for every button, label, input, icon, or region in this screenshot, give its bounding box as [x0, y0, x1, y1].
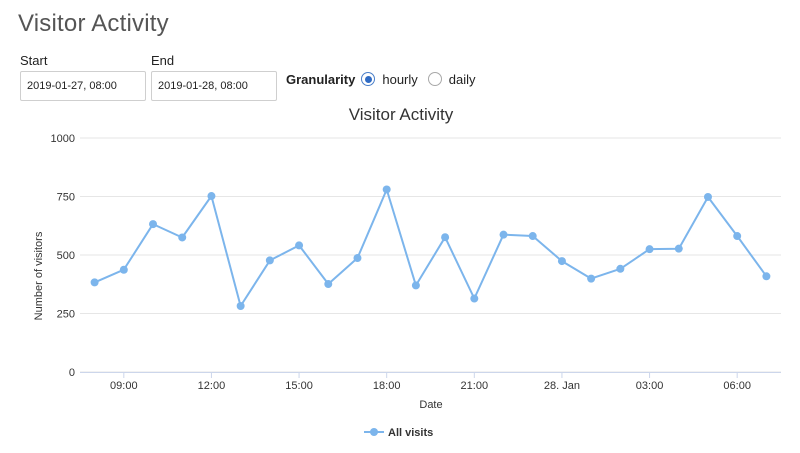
x-tick-label: 21:00: [461, 380, 489, 392]
data-point[interactable]: [528, 232, 537, 241]
data-point[interactable]: [499, 230, 508, 239]
data-point[interactable]: [265, 256, 274, 265]
data-point[interactable]: [411, 281, 420, 290]
data-point[interactable]: [762, 272, 771, 281]
y-axis: 0 250 500 750 1000: [51, 133, 75, 379]
chart-title: Visitor Activity: [349, 105, 454, 124]
x-tick-label: 06:00: [723, 380, 751, 392]
grid-lines: [80, 137, 781, 373]
page-title: Visitor Activity: [18, 10, 169, 37]
x-tick-label: 18:00: [373, 380, 401, 392]
x-tick-label: 28. Jan: [544, 380, 580, 392]
start-input[interactable]: [20, 71, 146, 101]
data-point[interactable]: [733, 232, 742, 241]
x-tick-label: 15:00: [285, 380, 313, 392]
data-point[interactable]: [382, 185, 391, 194]
x-tick-label: 03:00: [636, 380, 664, 392]
hourly-radio-label[interactable]: hourly: [382, 71, 418, 87]
start-label: Start: [20, 53, 48, 68]
data-point[interactable]: [616, 264, 625, 273]
data-point[interactable]: [470, 294, 479, 303]
data-point[interactable]: [645, 245, 654, 254]
legend-marker: [370, 428, 378, 436]
data-point[interactable]: [295, 241, 304, 250]
y-tick-label: 250: [57, 309, 75, 321]
daily-radio[interactable]: [427, 72, 442, 86]
end-input[interactable]: [151, 71, 277, 101]
data-point[interactable]: [236, 302, 245, 311]
x-tick-label: 12:00: [198, 380, 226, 392]
data-point[interactable]: [703, 192, 712, 201]
y-tick-label: 750: [57, 192, 75, 204]
data-point[interactable]: [674, 244, 683, 253]
series-line: [94, 188, 768, 307]
chart-svg: Visitor Activity 0 250 500 750 1000 09:00 12:…: [33, 105, 781, 439]
data-point[interactable]: [324, 280, 333, 289]
data-point[interactable]: [149, 220, 158, 229]
y-tick-label: 500: [57, 250, 75, 262]
y-tick-label: 0: [69, 367, 75, 379]
series-all-visits: [90, 185, 771, 311]
data-point[interactable]: [353, 254, 362, 263]
data-point[interactable]: [557, 257, 566, 266]
start-field-group: Start: [20, 54, 146, 101]
y-axis-title: Number of visitors: [33, 231, 45, 320]
data-point[interactable]: [441, 233, 450, 242]
end-label: End: [151, 53, 175, 68]
visitor-chart: Visitor Activity 0 250 500 750 1000 09:00 12:…: [0, 96, 800, 453]
data-point[interactable]: [90, 278, 99, 287]
granularity-label: Granularity: [286, 71, 356, 87]
daily-radio-label[interactable]: daily: [448, 71, 476, 87]
x-axis: 09:00 12:00 15:00 18:00 21:00 28. Jan 03:00 06:…: [80, 372, 781, 392]
legend-label[interactable]: All visits: [388, 427, 433, 439]
end-field-group: End: [151, 54, 277, 101]
data-point[interactable]: [119, 265, 128, 274]
x-axis-title: Date: [419, 399, 442, 411]
x-tick-label: 09:00: [110, 380, 138, 392]
data-point[interactable]: [178, 233, 187, 242]
data-point[interactable]: [207, 192, 216, 201]
data-point[interactable]: [587, 274, 596, 283]
granularity-control: Granularity hourly daily: [286, 70, 486, 88]
y-tick-label: 1000: [51, 133, 75, 145]
legend[interactable]: All visits: [364, 427, 433, 439]
hourly-radio[interactable]: [361, 72, 376, 86]
